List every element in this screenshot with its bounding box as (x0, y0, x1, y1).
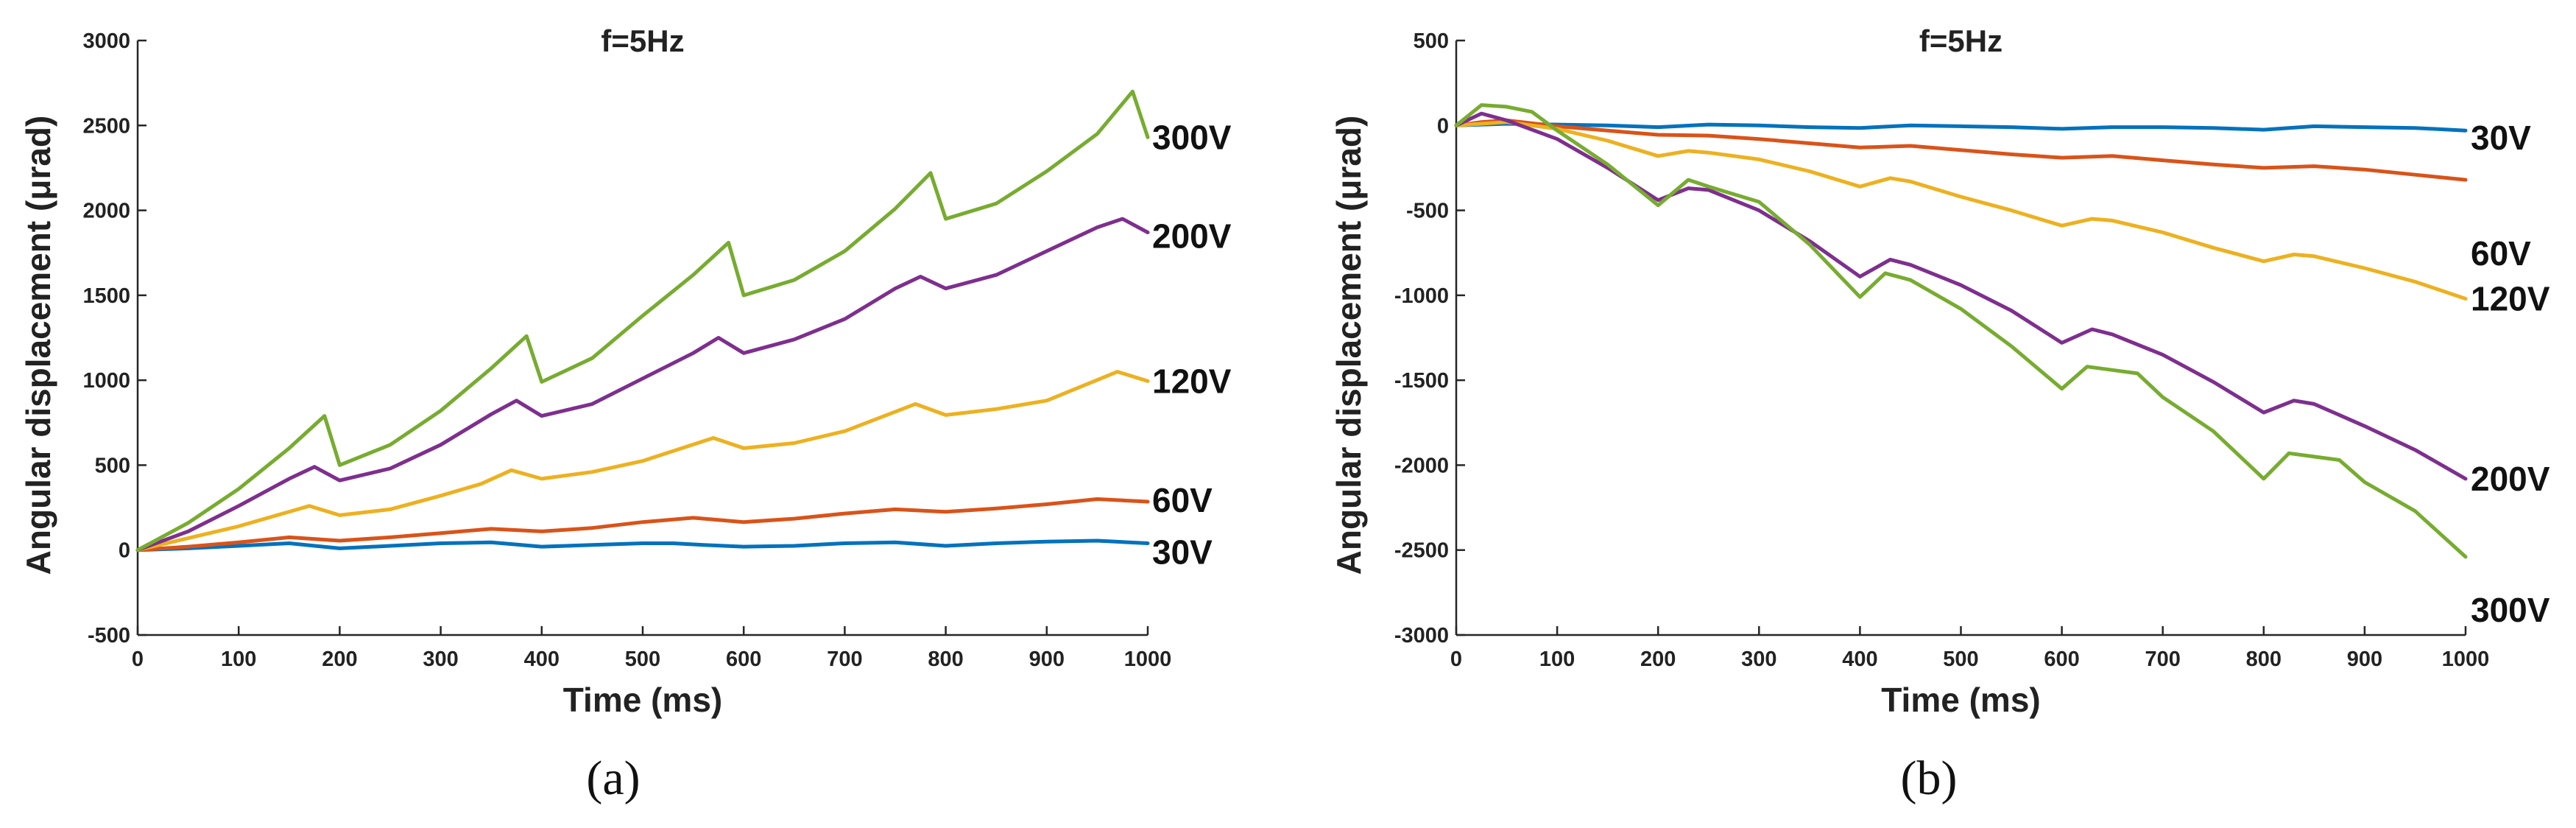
series-line-120v (1454, 120, 2468, 301)
y-tick-label: -2000 (1394, 454, 1449, 477)
series-label-300v: 300V (1152, 118, 1232, 156)
series-label-30v: 30V (2471, 119, 2531, 157)
series-line-30v (1454, 122, 2468, 133)
y-tick-label: 1000 (82, 369, 130, 393)
panel-caption: (b) (1901, 751, 1958, 805)
y-tick-label: 2500 (82, 114, 130, 138)
x-tick-label: 1000 (1124, 648, 1172, 671)
y-axis-label: Angular displacement (μrad) (19, 116, 57, 575)
x-tick-label: 0 (132, 648, 144, 671)
x-tick-label: 700 (827, 648, 862, 671)
x-tick-label: 900 (2347, 648, 2382, 671)
y-tick-label: 1500 (82, 284, 130, 308)
x-tick-label: 0 (1450, 648, 1462, 671)
y-tick-label: -500 (1406, 200, 1449, 223)
x-tick-label: 400 (524, 648, 560, 671)
x-tick-label: 500 (1943, 648, 1978, 671)
x-tick-label: 800 (928, 648, 963, 671)
y-tick-label: 500 (95, 454, 130, 477)
y-tick-label: -500 (88, 624, 130, 648)
x-tick-label: 300 (423, 648, 458, 671)
x-tick-label: 600 (726, 648, 761, 671)
chart-b: 0 100 200 300 400 500 600 700 800 900 1000 -3000 -25… (1330, 24, 2550, 805)
series-label-200v: 200V (1152, 217, 1232, 256)
x-tick-label: 400 (1842, 648, 1877, 671)
y-tick-label: 3000 (82, 29, 130, 53)
y-tick-label: 500 (1414, 29, 1449, 53)
x-tick-label: 300 (1741, 648, 1776, 671)
series-line-300v (1454, 103, 2468, 559)
y-tick-label: -3000 (1394, 624, 1449, 648)
series-label-60v: 60V (1152, 481, 1213, 519)
x-tick-label: 500 (625, 648, 660, 671)
series-line-30v (135, 538, 1150, 552)
x-tick-label: 100 (221, 648, 256, 671)
x-axis-label: Time (ms) (1881, 681, 2040, 719)
x-tick-label: 200 (1640, 648, 1676, 671)
series-line-60v (135, 497, 1150, 552)
series-line-200v (1454, 111, 2468, 481)
series-label-120v: 120V (2471, 279, 2550, 317)
chart-title: f=5Hz (601, 24, 684, 58)
y-tick-label: 0 (1437, 114, 1449, 138)
series-label-200v: 200V (2471, 460, 2550, 498)
chart-a: 0 100 200 300 400 500 600 700 800 900 1000-5000500… (19, 24, 1232, 805)
y-tick-label: 2000 (82, 200, 130, 223)
x-tick-label: 1000 (2442, 648, 2490, 671)
series-label-300v: 300V (2471, 591, 2550, 629)
series-line-120v (135, 370, 1150, 552)
x-tick-label: 600 (2044, 648, 2079, 671)
x-tick-label: 800 (2246, 648, 2282, 671)
series-line-60v (1454, 118, 2468, 182)
y-tick-label: -1500 (1394, 369, 1449, 393)
x-tick-label: 200 (322, 648, 357, 671)
x-axis-label: Time (ms) (563, 681, 722, 719)
series-label-30v: 30V (1152, 533, 1213, 571)
series-label-60v: 60V (2471, 234, 2531, 273)
y-tick-label: 0 (119, 539, 130, 563)
y-axis-label: Angular displacement (μrad) (1330, 116, 1368, 575)
chart-title: f=5Hz (1919, 24, 2002, 58)
x-tick-label: 700 (2145, 648, 2181, 671)
x-tick-label: 100 (1539, 648, 1575, 671)
y-tick-label: -2500 (1394, 539, 1449, 563)
series-line-300v (135, 89, 1150, 552)
series-label-120v: 120V (1152, 362, 1232, 400)
y-tick-label: -1000 (1394, 284, 1449, 308)
series-line-200v (135, 217, 1150, 552)
x-tick-label: 900 (1029, 648, 1065, 671)
panel-caption: (a) (586, 751, 640, 805)
